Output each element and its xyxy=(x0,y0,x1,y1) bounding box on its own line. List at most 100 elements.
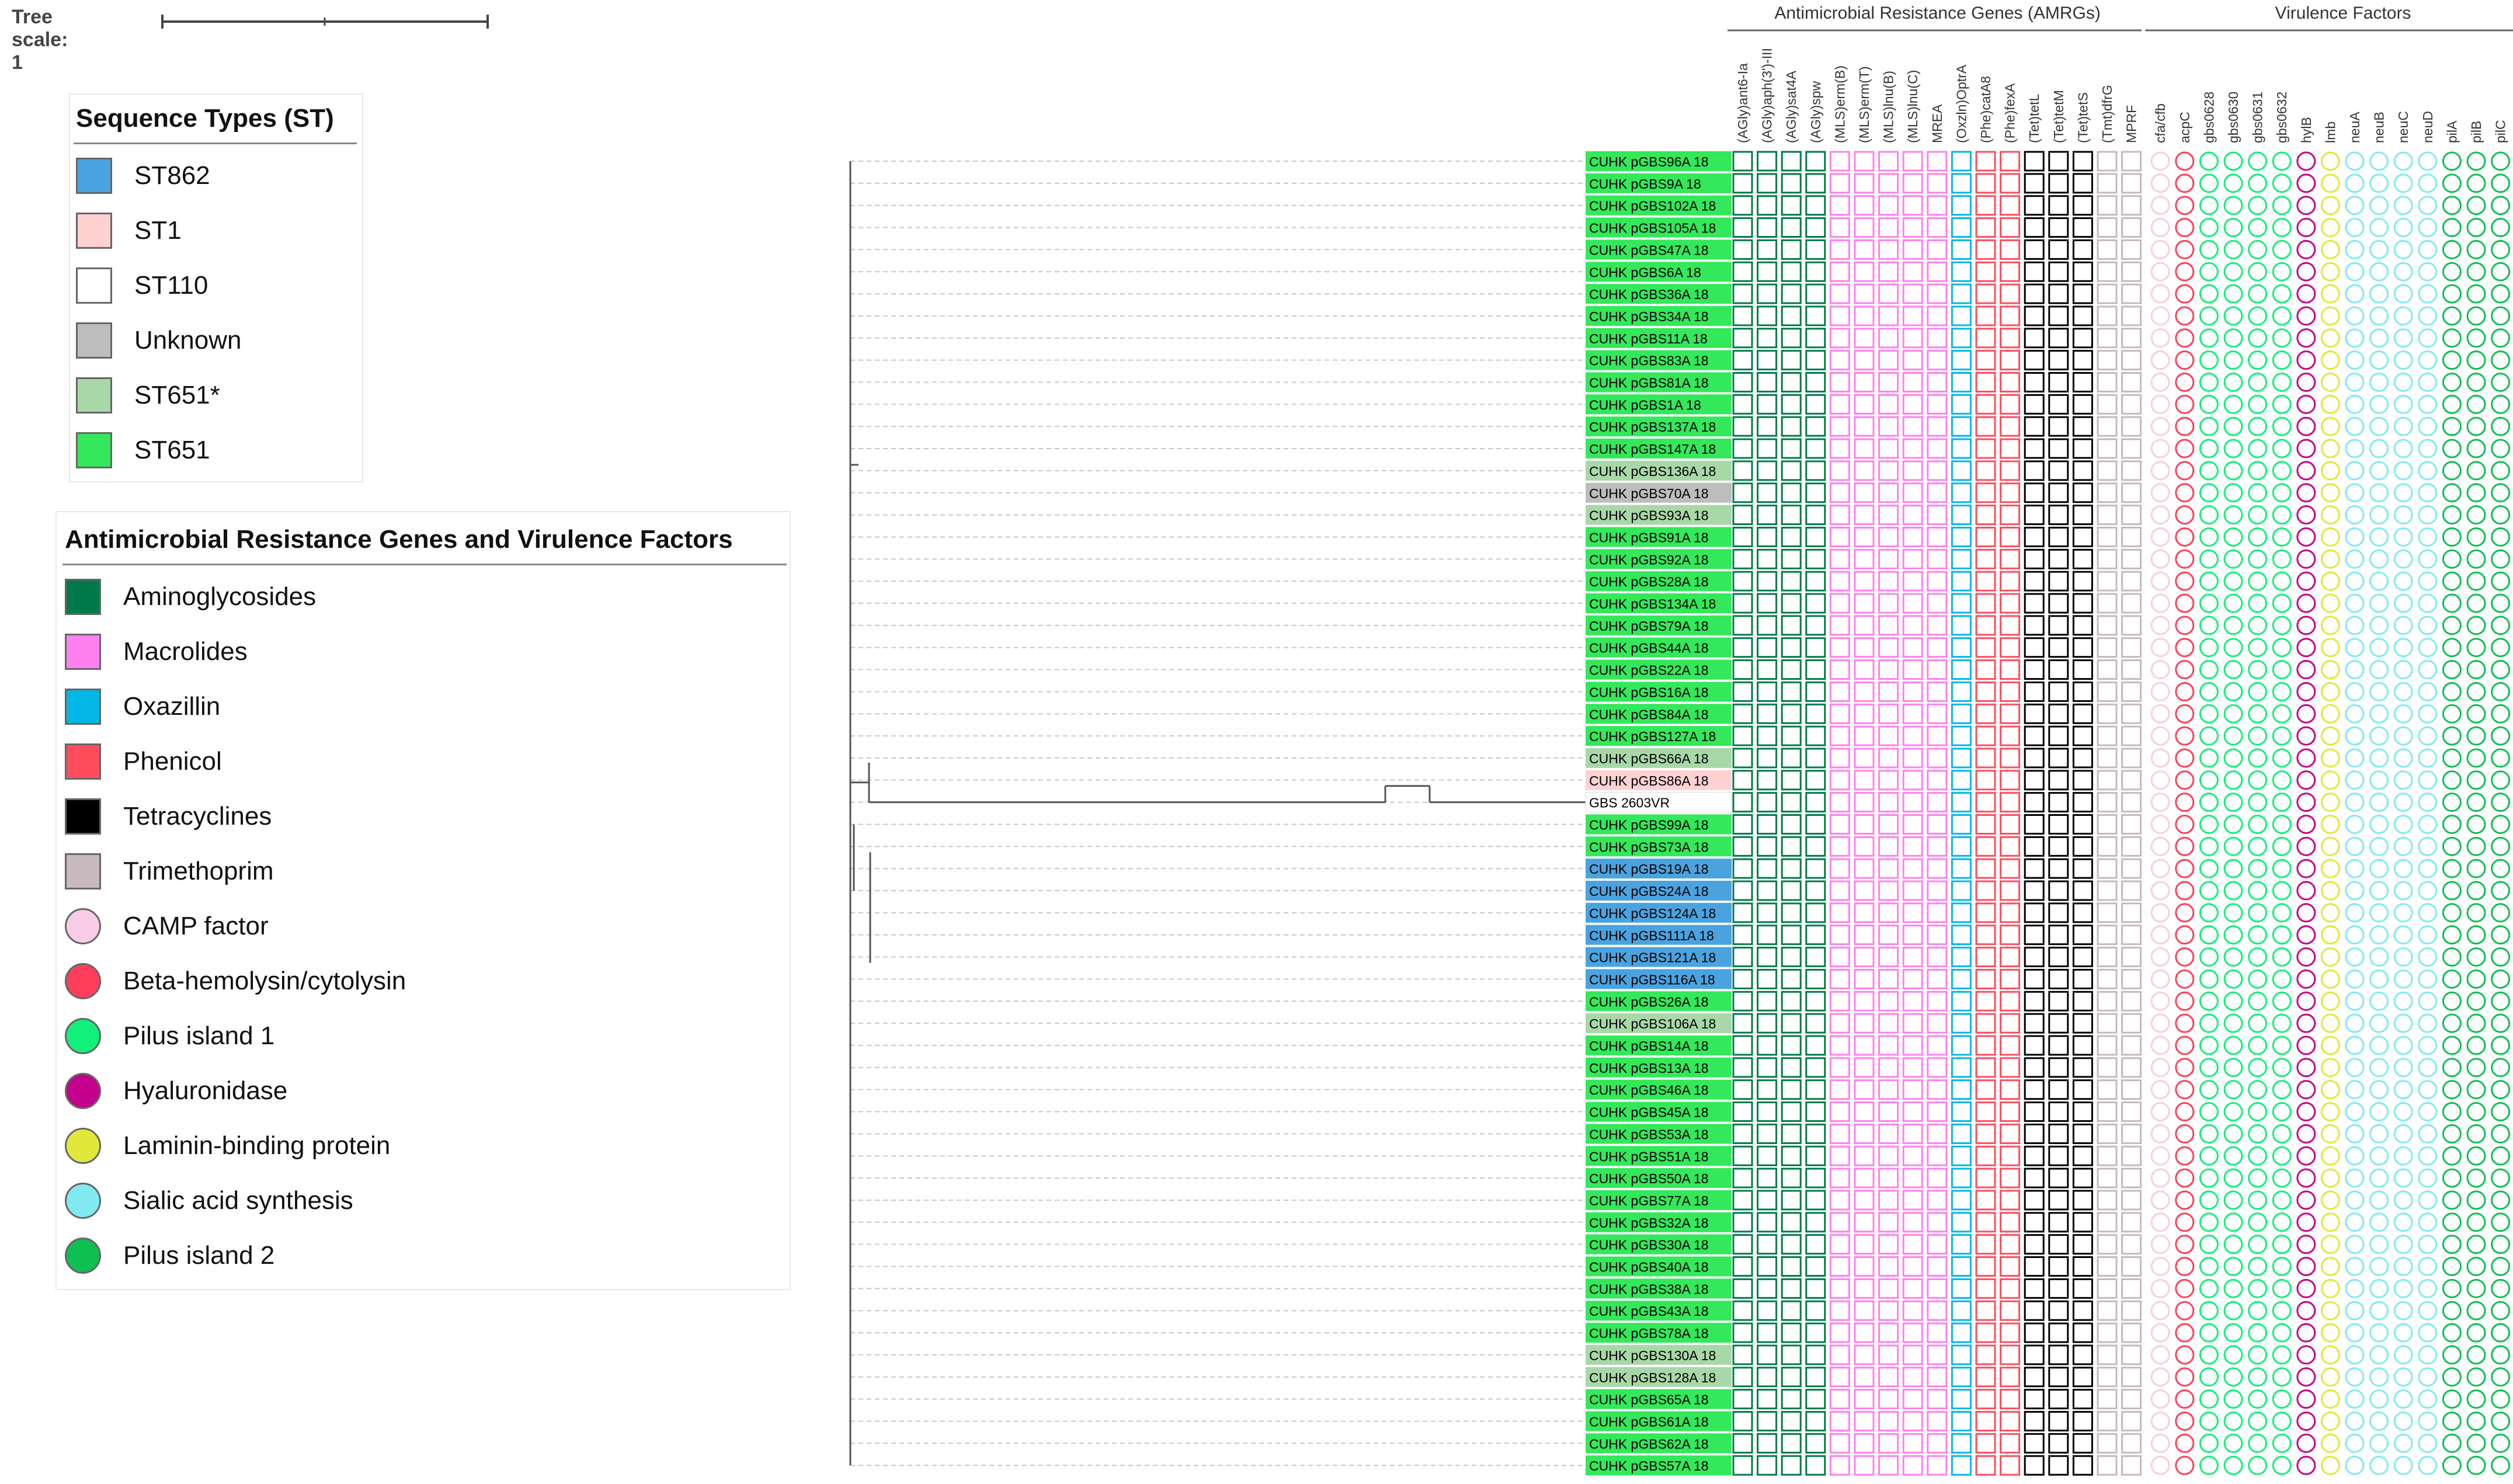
amr-cell xyxy=(2121,1212,2142,1233)
isolate-label-bg xyxy=(1586,1013,1732,1034)
vf-cell xyxy=(2248,638,2268,658)
vf-cell xyxy=(2150,483,2170,503)
isolate-label: CUHK pGBS91A 18 xyxy=(1589,530,1709,545)
vf-cell xyxy=(2369,373,2389,392)
vf-cell xyxy=(2296,571,2316,591)
vf-cell xyxy=(2150,1367,2170,1387)
amr-cell xyxy=(2024,593,2045,614)
vf-cell xyxy=(2223,616,2243,635)
vf-cell xyxy=(2466,638,2486,658)
amr-cell xyxy=(1732,173,1753,194)
amr-cell xyxy=(2024,615,2045,636)
amr-cell xyxy=(2121,1455,2142,1476)
amr-cell xyxy=(1854,925,1875,946)
amr-cell xyxy=(1781,151,1802,172)
amr-cell xyxy=(1927,1212,1948,1233)
amr-cell xyxy=(1805,394,1826,415)
legend-swatch xyxy=(65,1183,101,1219)
amr-cell xyxy=(2048,1455,2069,1476)
amr-cell xyxy=(1878,703,1899,724)
vf-cell xyxy=(2150,549,2170,569)
amr-cell xyxy=(1805,725,1826,746)
amr-cell xyxy=(1902,173,1923,194)
legend-amr-item: Tetracyclines xyxy=(65,796,272,837)
amr-cell xyxy=(1757,416,1778,437)
amr-cell xyxy=(2121,217,2142,238)
vf-cell xyxy=(2491,1102,2511,1122)
vf-cell xyxy=(2466,1323,2486,1343)
amr-cell xyxy=(1757,438,1778,459)
vf-cell xyxy=(2369,1345,2389,1365)
amr-cell xyxy=(1732,1300,1753,1321)
amr-cell xyxy=(2072,1101,2093,1122)
vf-cell xyxy=(2345,1235,2365,1254)
legend-label: Hyaluronidase xyxy=(123,1076,288,1105)
amr-cell xyxy=(2072,526,2093,547)
vf-cell xyxy=(2418,748,2438,768)
amr-cell xyxy=(1854,1322,1875,1343)
amr-cell xyxy=(2048,460,2069,481)
vf-cell xyxy=(2466,239,2486,259)
amr-cell xyxy=(1781,792,1802,813)
amr-cell xyxy=(1902,703,1923,724)
vf-cell xyxy=(2175,925,2195,945)
amr-cell xyxy=(1878,1234,1899,1255)
amr-cell xyxy=(1732,880,1753,901)
amr-cell xyxy=(1878,1190,1899,1211)
vf-cell xyxy=(2150,815,2170,834)
amr-cell xyxy=(2000,902,2021,923)
vf-cell xyxy=(2248,239,2268,259)
amr-cell xyxy=(2072,880,2093,901)
vf-cell xyxy=(2393,1190,2413,1210)
amr-cell xyxy=(1829,770,1850,791)
amr-cell xyxy=(1902,1455,1923,1476)
amr-cell xyxy=(1732,1101,1753,1122)
vf-cell xyxy=(2223,1257,2243,1276)
amr-cell xyxy=(2024,173,2045,194)
vf-cell xyxy=(2248,461,2268,481)
vf-cell xyxy=(2320,726,2340,746)
amr-cell xyxy=(1902,880,1923,901)
amr-cell xyxy=(2072,792,2093,813)
amr-cell xyxy=(2121,814,2142,835)
vf-cell xyxy=(2223,505,2243,525)
amr-cell xyxy=(2048,1013,2069,1034)
isolate-label: CUHK pGBS50A 18 xyxy=(1589,1171,1709,1186)
amr-cell xyxy=(2121,1234,2142,1255)
amr-cell xyxy=(1927,880,1948,901)
amr-cell xyxy=(2072,1256,2093,1277)
isolate-label-bg xyxy=(1586,1256,1732,1277)
amr-cell xyxy=(1805,505,1826,526)
vf-cell xyxy=(2418,947,2438,967)
vf-cell xyxy=(2491,262,2511,281)
amr-cell xyxy=(1927,548,1948,569)
amr-cell xyxy=(1854,1190,1875,1211)
amr-cell xyxy=(1951,836,1972,857)
vf-column-header: acpC xyxy=(2177,112,2192,143)
amr-cell xyxy=(1757,593,1778,614)
vf-cell xyxy=(2272,151,2292,171)
vf-cell xyxy=(2175,328,2195,348)
vf-cell xyxy=(2296,1124,2316,1144)
amr-cell xyxy=(1829,703,1850,724)
amr-cell xyxy=(2072,1322,2093,1343)
amr-cell xyxy=(1975,151,1996,172)
amr-cell xyxy=(1829,991,1850,1012)
vf-cell xyxy=(2150,1455,2170,1475)
amr-cell xyxy=(1927,902,1948,923)
vf-cell xyxy=(2248,1345,2268,1365)
tree-scale-label: Tree scale: 1 xyxy=(12,6,68,74)
legend-label: Pilus island 2 xyxy=(123,1241,275,1270)
vf-cell xyxy=(2345,328,2365,348)
amr-cell xyxy=(2000,195,2021,216)
amr-cell xyxy=(1951,1367,1972,1388)
amr-cell xyxy=(1854,1101,1875,1122)
vf-cell xyxy=(2320,1190,2340,1210)
vf-cell xyxy=(2466,925,2486,945)
vf-cell xyxy=(2199,196,2219,216)
amr-cell xyxy=(1757,1145,1778,1166)
amr-cell xyxy=(1902,372,1923,392)
amr-cell xyxy=(2000,505,2021,526)
isolate-label-bg xyxy=(1586,195,1732,216)
amr-cell xyxy=(1732,350,1753,371)
